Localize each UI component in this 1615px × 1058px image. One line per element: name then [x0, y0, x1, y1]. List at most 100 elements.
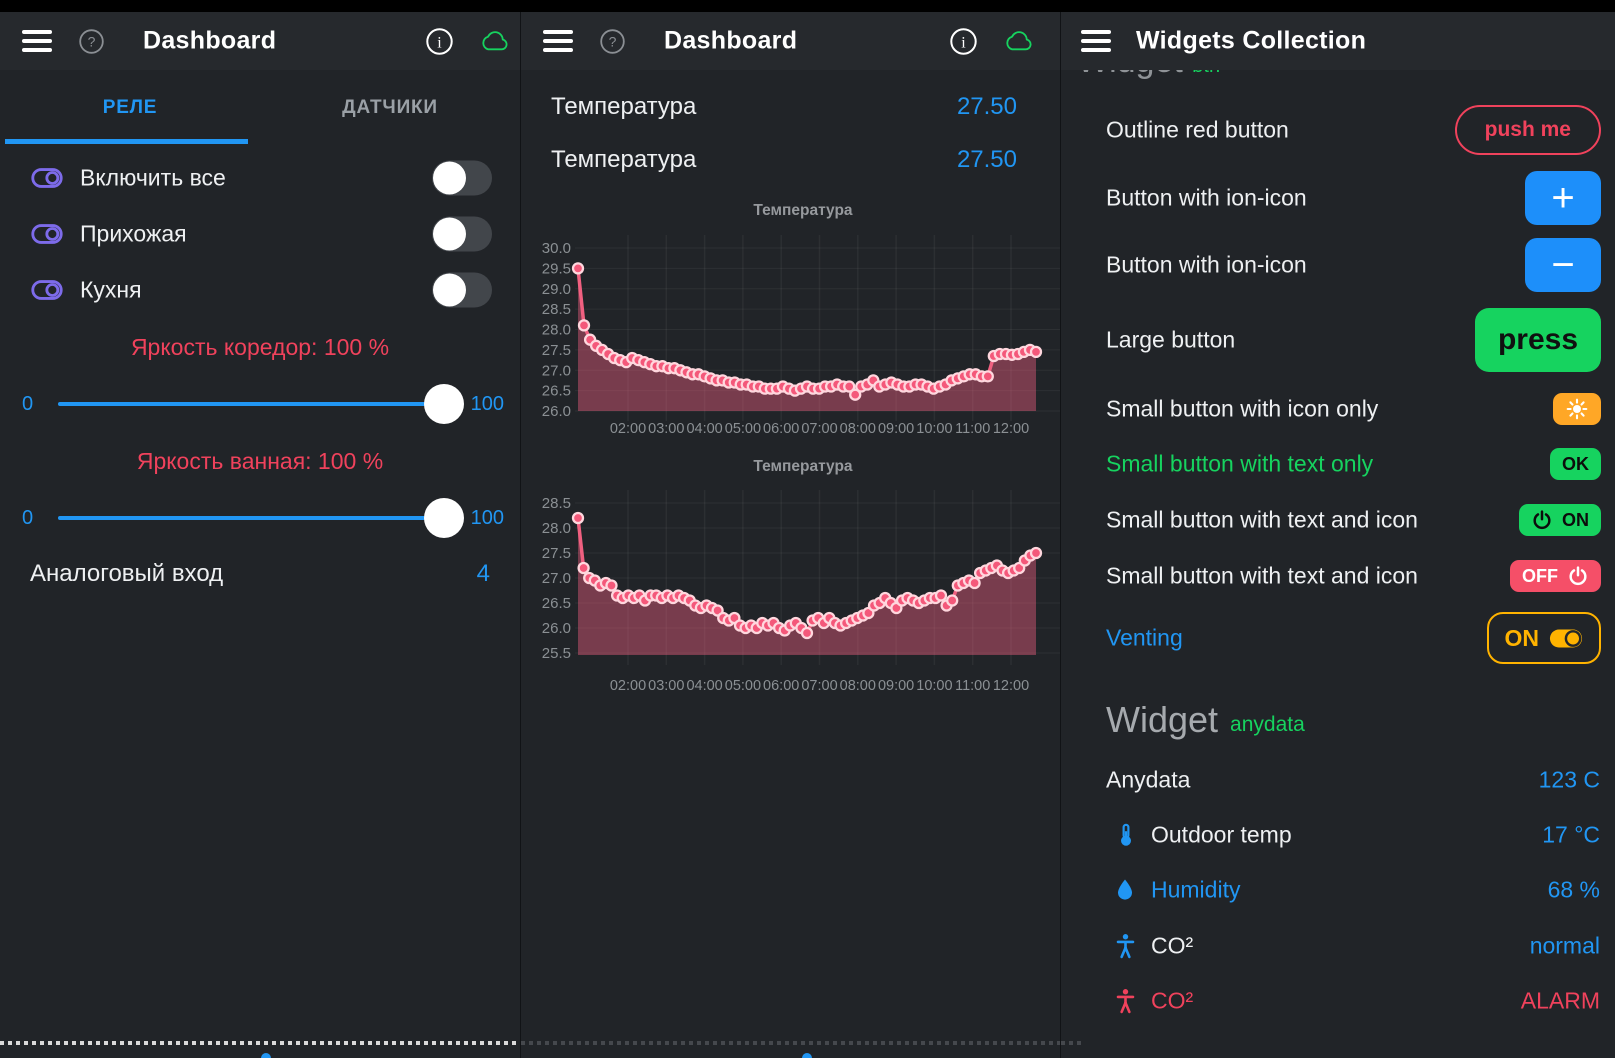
- status-bar: [0, 0, 1615, 12]
- data-row-value: ALARM: [1520, 987, 1600, 1013]
- widget-row-label: Small button with icon only: [1106, 395, 1379, 422]
- widget-row: Small button with text only OK: [1061, 436, 1615, 492]
- menu-icon[interactable]: [1081, 30, 1111, 52]
- slider-knob[interactable]: [424, 384, 464, 424]
- appbar-middle: ? Dashboard i: [521, 12, 1060, 70]
- appbar-right: Widgets Collection: [1061, 12, 1615, 70]
- switch-row: Прихожая: [0, 206, 520, 262]
- cloud-status-icon[interactable]: [480, 26, 510, 56]
- switch-knob[interactable]: [433, 273, 466, 307]
- widget-row-label: Small button with text only: [1106, 450, 1374, 477]
- data-row-value: normal: [1529, 932, 1600, 958]
- switch-off[interactable]: [432, 160, 492, 196]
- data-row-label: Anydata: [1106, 766, 1191, 792]
- svg-text:06:00: 06:00: [763, 678, 799, 694]
- svg-text:11:00: 11:00: [955, 421, 990, 437]
- svg-text:25.5: 25.5: [542, 645, 571, 662]
- widget-button-on[interactable]: ON: [1486, 612, 1601, 664]
- slider-title: Яркость ванная: 100 %: [136, 448, 384, 474]
- temperature-chart: 30.0 29.5 29.0 28.5 28.0 27.5 27.0 26.5 26.0 02:0…: [531, 195, 1060, 445]
- menu-icon[interactable]: [22, 30, 52, 52]
- page-divider: [0, 1041, 520, 1045]
- svg-text:27.5: 27.5: [542, 342, 571, 359]
- widget-button-off[interactable]: OFF: [1510, 560, 1601, 592]
- svg-text:28.5: 28.5: [542, 495, 571, 512]
- switch-off[interactable]: [432, 272, 492, 308]
- widget-row-label: Button with ion-icon: [1106, 251, 1307, 277]
- data-row-value: 68 %: [1547, 876, 1600, 902]
- widget-row: Button with ion-icon +: [1061, 164, 1615, 231]
- svg-text:27.0: 27.0: [542, 570, 571, 587]
- widget-row-label: Venting: [1106, 624, 1183, 651]
- widget-row-label: Large button: [1106, 326, 1236, 353]
- help-icon[interactable]: ?: [76, 26, 106, 56]
- switch-label: Включить все: [80, 164, 226, 191]
- section-heading-word: Widget: [1106, 699, 1219, 740]
- tab-реле[interactable]: РЕЛЕ: [0, 70, 260, 146]
- widget-row: Small button with text and icon ON: [1061, 492, 1615, 548]
- button-label: ON: [1562, 509, 1589, 530]
- widget-row-label: Button with ion-icon: [1106, 184, 1307, 210]
- button-label: −: [1551, 242, 1575, 287]
- widget-button-push-me[interactable]: push me: [1454, 105, 1601, 155]
- widget-button-sun[interactable]: [1553, 393, 1601, 425]
- brightness-slider[interactable]: 0 100: [0, 492, 520, 544]
- tab-датчики[interactable]: ДАТЧИКИ: [342, 97, 438, 118]
- button-label: OK: [1562, 453, 1589, 474]
- svg-text:08:00: 08:00: [840, 421, 876, 437]
- svg-text:?: ?: [608, 33, 616, 49]
- widget-row-label: Small button with text and icon: [1106, 506, 1418, 533]
- svg-text:26.5: 26.5: [542, 595, 571, 612]
- widget-row: Large button press: [1061, 298, 1615, 382]
- sensor-label: Температура: [551, 146, 697, 173]
- person-icon: [1113, 933, 1139, 959]
- button-label: +: [1551, 175, 1575, 220]
- switch-knob[interactable]: [433, 161, 466, 195]
- page-title: Dashboard: [664, 26, 798, 55]
- slider-knob[interactable]: [424, 498, 464, 538]
- data-row-label: CO²: [1151, 987, 1194, 1013]
- switch-off[interactable]: [432, 216, 492, 252]
- svg-text:27.0: 27.0: [542, 362, 571, 379]
- data-row: CO² ALARM: [1061, 973, 1615, 1028]
- svg-text:27.5: 27.5: [542, 545, 571, 562]
- button-label: ON: [1504, 624, 1540, 651]
- slider-min-label: 0: [22, 392, 34, 415]
- slider-title: Яркость коредор: 100 %: [130, 334, 390, 360]
- slider-max-label: 100: [470, 506, 504, 529]
- button-label: push me: [1484, 118, 1571, 141]
- svg-text:12:00: 12:00: [993, 678, 1029, 694]
- svg-text:Температура: Температура: [753, 458, 853, 475]
- widget-button-on[interactable]: ON: [1519, 504, 1601, 536]
- widget-button-+[interactable]: +: [1525, 170, 1601, 225]
- widget-button-press[interactable]: press: [1475, 308, 1601, 372]
- brightness-slider[interactable]: 0 100: [0, 378, 520, 430]
- info-icon[interactable]: i: [948, 26, 978, 56]
- info-icon[interactable]: i: [424, 26, 454, 56]
- help-icon[interactable]: ?: [597, 26, 627, 56]
- widget-button-ok[interactable]: OK: [1550, 448, 1601, 480]
- switch-knob[interactable]: [433, 217, 466, 251]
- widget-button-−[interactable]: −: [1525, 237, 1601, 292]
- sensor-value-row: Температура 27.50: [521, 82, 1060, 132]
- page-divider: [521, 1041, 1060, 1045]
- svg-text:26.0: 26.0: [542, 403, 571, 420]
- slider-track[interactable]: [58, 384, 464, 424]
- data-row-label: Humidity: [1151, 876, 1241, 902]
- svg-text:i: i: [961, 34, 966, 51]
- data-row-value: 17 °C: [1542, 821, 1600, 847]
- analog-input-value: 4: [476, 560, 490, 587]
- menu-icon[interactable]: [543, 30, 573, 52]
- data-row: CO² normal: [1061, 918, 1615, 973]
- sensor-value: 27.50: [956, 93, 1017, 120]
- clipped-heading-tag: btn: [1192, 66, 1221, 77]
- section-heading-anydata: Widget anydata: [1106, 690, 1305, 750]
- slider-track[interactable]: [58, 498, 464, 538]
- switch-row: Кухня: [0, 262, 520, 318]
- page-title: Dashboard: [143, 26, 277, 55]
- analog-input-row: Аналоговый вход 4: [0, 548, 520, 600]
- cloud-status-icon[interactable]: [1004, 26, 1034, 56]
- svg-text:03:00: 03:00: [648, 678, 684, 694]
- sensor-label: Температура: [551, 93, 697, 120]
- widget-row: Outline red button push me: [1061, 96, 1615, 164]
